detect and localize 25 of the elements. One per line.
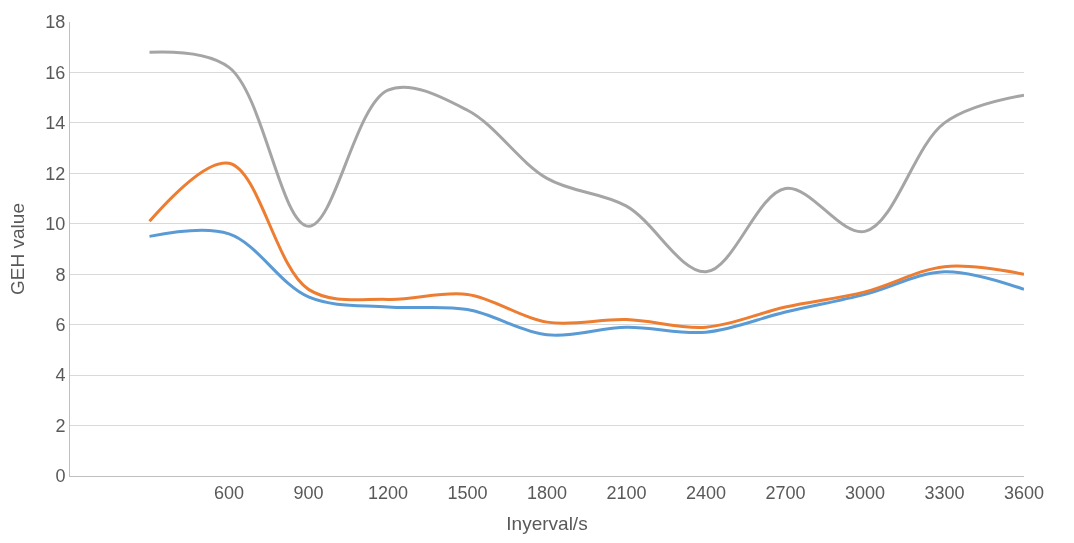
line-series [148, 50, 1024, 274]
line-series [148, 161, 1024, 329]
y-tick-label: 4 [55, 365, 66, 386]
y-tick-label: 0 [55, 466, 66, 487]
y-tick-label: 8 [55, 264, 66, 285]
x-tick-label: 3300 [924, 482, 965, 503]
y-tick-label: 6 [55, 314, 66, 335]
y-axis-title: GEH value [7, 203, 29, 295]
y-tick-label: 10 [45, 214, 66, 235]
x-tick-label: 3600 [1003, 482, 1045, 503]
x-tick-label: 600 [213, 482, 245, 503]
x-tick-label: 3000 [844, 482, 886, 503]
x-tick-label: 2100 [606, 482, 647, 503]
x-tick-label: 1500 [447, 482, 488, 503]
x-tick-label: 1800 [526, 482, 568, 503]
x-tick-label: 900 [293, 482, 324, 503]
y-tick-label: 12 [45, 163, 66, 184]
x-tick-label: 2400 [685, 482, 727, 503]
y-tick-label: 14 [45, 113, 66, 134]
y-tick-label: 18 [45, 12, 66, 33]
x-tick-label: 1200 [367, 482, 409, 503]
y-tick-label: 16 [45, 62, 66, 83]
x-tick-label: 2700 [765, 482, 806, 503]
x-axis-title: Inyerval/s [506, 513, 588, 535]
y-tick-label: 2 [55, 415, 66, 436]
